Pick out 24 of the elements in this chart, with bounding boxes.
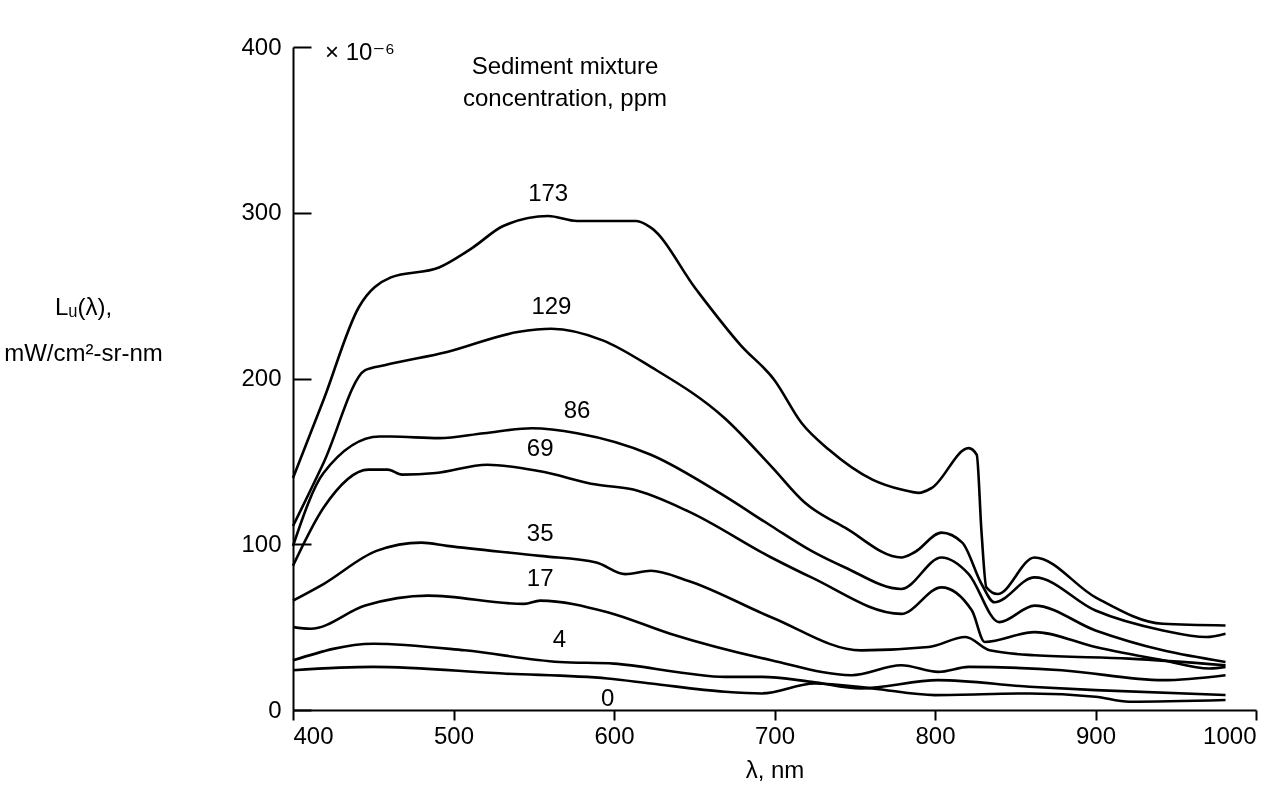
series-label: 35 (526, 518, 554, 546)
y-tick-label: 300 (241, 198, 282, 226)
series-label: 4 (552, 624, 567, 652)
y-tick-label: 200 (241, 364, 282, 391)
x-tick-label: 1000 (1203, 721, 1257, 749)
y-tick-label: 0 (268, 695, 282, 723)
y-axis-title: Lᵤ(λ), mW/cm²-sr-nm (4, 292, 163, 366)
series-label: 129 (531, 291, 572, 319)
x-tick-label: 800 (915, 721, 956, 749)
y-tick-label: 100 (241, 529, 282, 557)
x-tick-label: 900 (1075, 721, 1117, 749)
annotation: Sediment mixture concentration, ppm (462, 52, 668, 111)
series-label: 0 (600, 683, 615, 711)
x-tick-label: 500 (433, 721, 475, 749)
series-label: 69 (526, 434, 554, 462)
annotation: × 10⁻⁶ (325, 38, 395, 65)
series-label: 86 (563, 396, 591, 424)
y-tick-label: 400 (241, 32, 282, 60)
x-tick-label: 600 (594, 721, 635, 749)
x-axis-title: λ, nm (745, 755, 805, 783)
x-tick-label: 700 (754, 721, 796, 749)
series-label: 173 (528, 179, 569, 207)
series-label: 17 (526, 563, 554, 591)
x-tick-label: 400 (293, 721, 334, 749)
